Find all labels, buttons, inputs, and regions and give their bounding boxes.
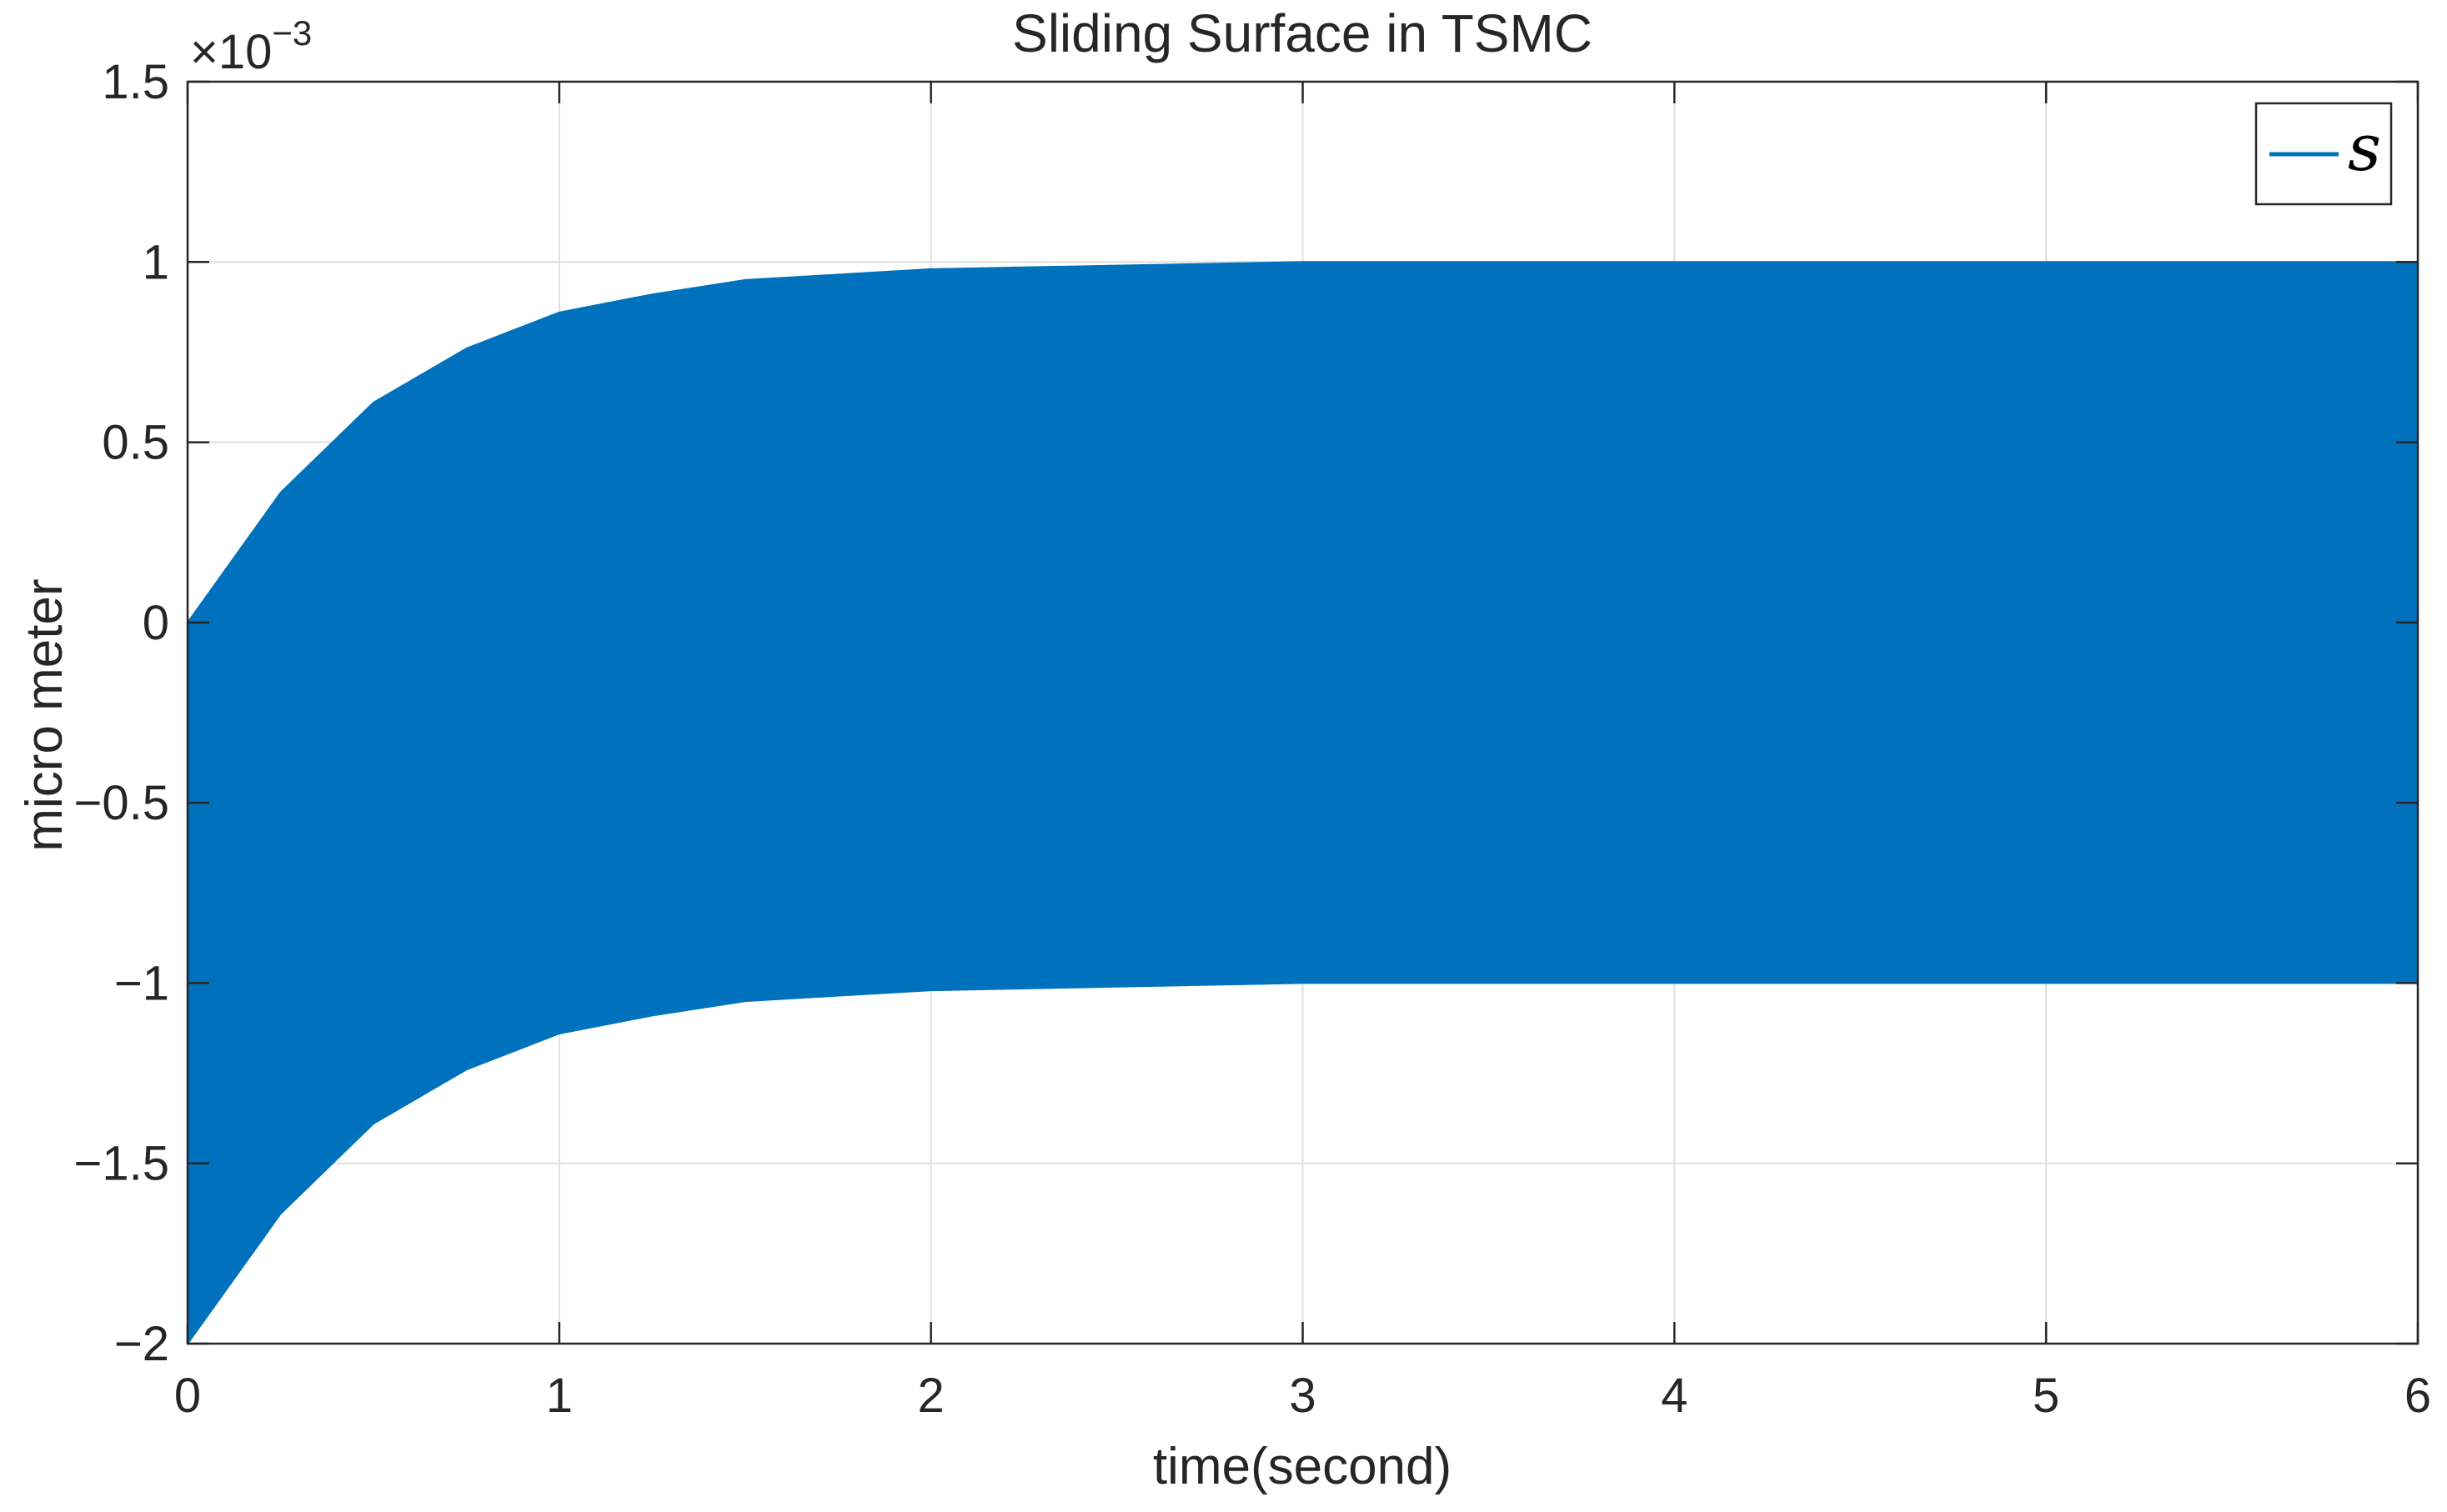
y-tick-label: −0.5 bbox=[74, 776, 170, 830]
x-tick-label: 5 bbox=[2033, 1369, 2059, 1423]
legend: s bbox=[2254, 102, 2393, 206]
chart-title: Sliding Surface in TSMC bbox=[1012, 3, 1592, 63]
x-tick-labels: 0 1 2 3 4 5 6 bbox=[174, 1369, 2431, 1423]
tick-marks bbox=[186, 80, 2419, 1345]
y-tick-label: −2 bbox=[114, 1317, 169, 1371]
y-tick-label: 0.5 bbox=[102, 416, 169, 470]
legend-label-s: s bbox=[2348, 111, 2381, 186]
x-tick-label: 6 bbox=[2404, 1369, 2431, 1423]
y-tick-label: 1.5 bbox=[102, 55, 169, 109]
y-tick-label: −1.5 bbox=[74, 1137, 170, 1191]
x-tick-label: 4 bbox=[1661, 1369, 1687, 1423]
y-axis-label: micro meter bbox=[16, 578, 73, 851]
y-axis-multiplier-exponent: −3 bbox=[272, 13, 312, 53]
x-axis-label: time(second) bbox=[1153, 1438, 1452, 1495]
x-tick-label: 3 bbox=[1289, 1369, 1316, 1423]
y-tick-label: 0 bbox=[143, 596, 169, 650]
y-tick-label: −1 bbox=[114, 956, 169, 1010]
y-tick-labels: 1.5 1 0.5 0 −0.5 −1 −1.5 −2 bbox=[74, 55, 170, 1371]
y-tick-label: 1 bbox=[143, 235, 169, 289]
y-axis-multiplier: ×10−3 bbox=[190, 13, 312, 79]
x-tick-label: 0 bbox=[174, 1369, 201, 1423]
x-tick-label: 2 bbox=[918, 1369, 945, 1423]
y-axis-multiplier-base: ×10 bbox=[190, 25, 272, 79]
x-tick-label: 1 bbox=[546, 1369, 573, 1423]
